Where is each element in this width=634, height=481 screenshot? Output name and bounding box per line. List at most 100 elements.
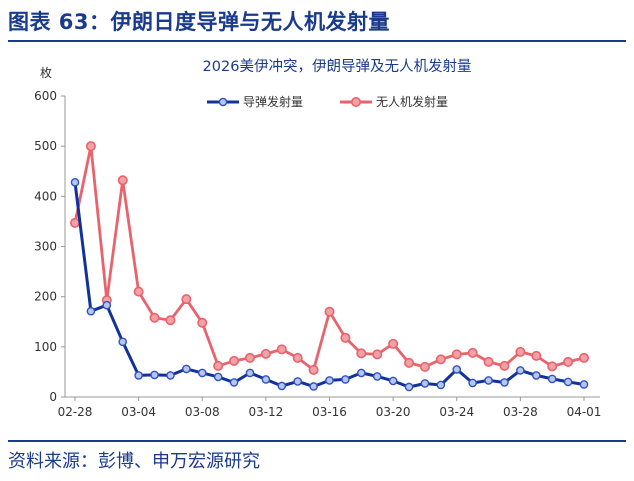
drone-point bbox=[229, 355, 240, 366]
drone-point bbox=[197, 317, 208, 328]
missile-point bbox=[261, 375, 271, 384]
missile-point bbox=[150, 370, 159, 380]
line-chart: 2026美伊冲突，伊朗导弹及无人机发射量 枚 0 100 200 300 400 500 6… bbox=[34, 58, 602, 419]
missile-point bbox=[516, 366, 525, 375]
legend-swatch-marker bbox=[350, 96, 361, 107]
x-tick-label: 03-28 bbox=[503, 405, 538, 419]
missile-point bbox=[484, 376, 493, 385]
drone-point bbox=[356, 348, 367, 359]
x-tick-label: 02-28 bbox=[58, 405, 93, 419]
missile-point bbox=[134, 371, 143, 380]
y-tick-label: 200 bbox=[34, 290, 57, 304]
y-tick-label: 300 bbox=[34, 240, 57, 254]
y-axis-unit: 枚 bbox=[40, 65, 52, 80]
missile-point bbox=[277, 381, 287, 391]
drone-point bbox=[372, 349, 383, 360]
missile-point bbox=[309, 382, 318, 391]
x-axis: 02-28 03-04 03-08 03-12 03-16 03-20 03-24 03-28… bbox=[58, 396, 602, 419]
drone-point bbox=[388, 338, 399, 349]
drone-point bbox=[181, 294, 192, 305]
y-tick-label: 0 bbox=[49, 390, 57, 404]
y-tick-label: 400 bbox=[34, 189, 57, 203]
drone-point bbox=[149, 312, 160, 323]
drone-point bbox=[531, 350, 542, 361]
missile-point bbox=[70, 177, 80, 187]
y-tick-label: 500 bbox=[34, 139, 57, 153]
missile-point bbox=[563, 377, 573, 387]
series-layer bbox=[70, 141, 589, 392]
drone-point bbox=[340, 332, 351, 343]
y-tick-label: 600 bbox=[34, 89, 57, 103]
missile-point bbox=[500, 378, 509, 387]
x-tick-label: 03-04 bbox=[121, 405, 156, 419]
drone-point bbox=[213, 360, 224, 371]
chart-title: 2026美伊冲突，伊朗导弹及无人机发射量 bbox=[203, 58, 472, 75]
missile-series-line bbox=[73, 182, 585, 389]
missile-point bbox=[341, 375, 350, 384]
drone-point bbox=[578, 352, 589, 363]
missile-point bbox=[325, 376, 334, 385]
missile-point bbox=[102, 300, 112, 310]
missile-point bbox=[229, 378, 239, 387]
drone-point bbox=[324, 306, 335, 317]
drone-series-line bbox=[73, 144, 585, 372]
missile-point bbox=[293, 377, 302, 386]
source-rule bbox=[8, 440, 626, 442]
missile-point bbox=[118, 337, 128, 347]
missile-point bbox=[213, 372, 223, 382]
drone-point bbox=[165, 315, 176, 326]
drone-point bbox=[117, 175, 128, 186]
drone-point bbox=[563, 356, 574, 367]
drone-point bbox=[276, 344, 287, 355]
missile-point bbox=[404, 382, 414, 392]
missile-point bbox=[86, 306, 96, 316]
y-tick-label: 100 bbox=[34, 340, 57, 354]
drone-point bbox=[308, 364, 319, 375]
missile-point bbox=[579, 380, 589, 389]
missile-point bbox=[420, 379, 430, 388]
drone-point bbox=[85, 141, 96, 152]
missile-point bbox=[166, 371, 175, 380]
x-tick-label: 03-16 bbox=[312, 405, 347, 419]
missile-point bbox=[357, 368, 366, 378]
x-tick-label: 03-12 bbox=[248, 405, 283, 419]
title-rule bbox=[8, 40, 626, 42]
drone-point bbox=[260, 348, 271, 359]
drone-point bbox=[292, 352, 303, 363]
drone-point bbox=[70, 217, 81, 228]
missile-point bbox=[245, 368, 255, 378]
missile-point bbox=[547, 374, 557, 384]
x-tick-label: 03-24 bbox=[439, 405, 474, 419]
y-axis: 0 100 200 300 400 500 600 bbox=[34, 89, 66, 404]
legend-label: 无人机发射量 bbox=[376, 94, 448, 109]
missile-point bbox=[197, 368, 207, 378]
missile-point bbox=[436, 380, 446, 390]
missile-point bbox=[182, 364, 191, 374]
legend-label: 导弹发射量 bbox=[243, 94, 303, 109]
missile-point bbox=[452, 365, 462, 374]
figure-title: 图表 63：伊朗日度导弹与无人机发射量 bbox=[8, 10, 391, 34]
drone-point bbox=[435, 354, 446, 365]
drone-point bbox=[404, 357, 415, 368]
figure-source: 资料来源：彭博、申万宏源研究 bbox=[8, 451, 260, 472]
missile-point bbox=[388, 376, 398, 386]
missile-point bbox=[468, 378, 477, 388]
legend-item-missile: 导弹发射量 bbox=[207, 94, 303, 109]
drone-point bbox=[419, 361, 430, 372]
missile-point bbox=[531, 371, 541, 380]
missile-point bbox=[372, 372, 382, 381]
legend: 导弹发射量 无人机发射量 bbox=[207, 94, 448, 109]
drone-point bbox=[483, 356, 494, 367]
x-tick-label: 03-08 bbox=[185, 405, 220, 419]
drone-point bbox=[547, 361, 558, 372]
drone-point bbox=[499, 360, 510, 371]
legend-swatch-marker bbox=[218, 97, 228, 107]
legend-item-drone: 无人机发射量 bbox=[340, 94, 448, 109]
drone-point bbox=[467, 347, 478, 358]
drone-point bbox=[515, 346, 526, 357]
x-tick-label: 04-01 bbox=[567, 405, 602, 419]
drone-point bbox=[451, 349, 462, 360]
x-tick-label: 03-20 bbox=[376, 405, 411, 419]
drone-point bbox=[133, 286, 144, 297]
drone-point bbox=[244, 352, 255, 363]
